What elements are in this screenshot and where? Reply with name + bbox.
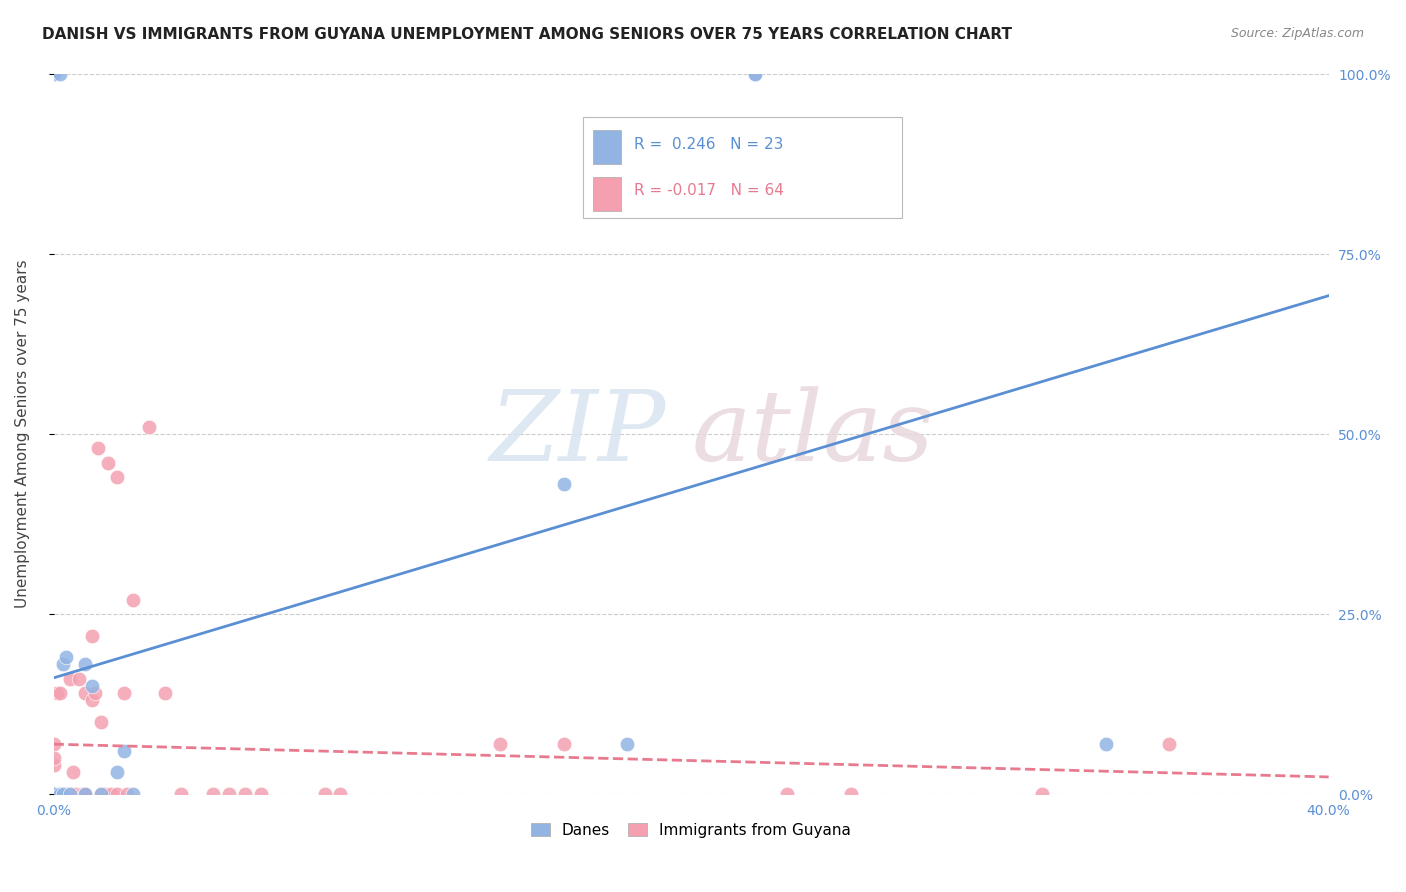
Point bbox=[97, 456, 120, 470]
Bar bbox=[593, 130, 621, 164]
Point bbox=[75, 787, 97, 801]
Point bbox=[112, 686, 135, 700]
Point bbox=[42, 737, 65, 751]
Point bbox=[58, 787, 80, 801]
Point bbox=[249, 787, 271, 801]
Point bbox=[49, 787, 72, 801]
Point bbox=[42, 751, 65, 765]
Point bbox=[42, 787, 65, 801]
Point bbox=[153, 686, 176, 700]
Point bbox=[65, 787, 87, 801]
Point bbox=[84, 686, 107, 700]
Point bbox=[72, 787, 94, 801]
Point bbox=[52, 787, 75, 801]
Point bbox=[112, 744, 135, 758]
Point bbox=[55, 650, 77, 665]
Point bbox=[744, 67, 766, 81]
Point bbox=[122, 787, 145, 801]
Point bbox=[776, 787, 799, 801]
Point bbox=[45, 787, 67, 801]
Point bbox=[90, 714, 112, 729]
Point bbox=[122, 592, 145, 607]
Point bbox=[115, 787, 138, 801]
Bar bbox=[593, 178, 621, 211]
Point bbox=[42, 787, 65, 801]
Point bbox=[75, 787, 97, 801]
Point bbox=[52, 787, 75, 801]
Point bbox=[42, 787, 65, 801]
Point bbox=[1159, 737, 1181, 751]
Point bbox=[58, 672, 80, 686]
Text: ZIP: ZIP bbox=[489, 386, 665, 482]
Point bbox=[42, 758, 65, 772]
Point bbox=[42, 787, 65, 801]
Point bbox=[105, 470, 128, 484]
Point bbox=[52, 787, 75, 801]
Point bbox=[45, 686, 67, 700]
Point bbox=[105, 787, 128, 801]
Point bbox=[42, 787, 65, 801]
Point bbox=[105, 765, 128, 780]
Point bbox=[42, 787, 65, 801]
Point bbox=[42, 787, 65, 801]
Point bbox=[49, 686, 72, 700]
Point bbox=[58, 787, 80, 801]
Point bbox=[42, 787, 65, 801]
Text: DANISH VS IMMIGRANTS FROM GUYANA UNEMPLOYMENT AMONG SENIORS OVER 75 YEARS CORREL: DANISH VS IMMIGRANTS FROM GUYANA UNEMPLO… bbox=[42, 27, 1012, 42]
Point bbox=[42, 787, 65, 801]
Point bbox=[616, 737, 638, 751]
Point bbox=[90, 787, 112, 801]
Point bbox=[49, 67, 72, 81]
Point bbox=[201, 787, 224, 801]
Point bbox=[489, 737, 512, 751]
Point bbox=[49, 787, 72, 801]
Point bbox=[42, 787, 65, 801]
Point bbox=[42, 787, 65, 801]
Point bbox=[170, 787, 193, 801]
Point bbox=[55, 787, 77, 801]
Point bbox=[42, 67, 65, 81]
Text: R =  0.246   N = 23: R = 0.246 N = 23 bbox=[634, 137, 783, 152]
Text: R = -0.017   N = 64: R = -0.017 N = 64 bbox=[634, 183, 783, 198]
Point bbox=[80, 629, 103, 643]
Point bbox=[1094, 737, 1116, 751]
Point bbox=[52, 657, 75, 672]
Point bbox=[67, 672, 90, 686]
Point bbox=[744, 67, 766, 81]
Point bbox=[42, 787, 65, 801]
Point bbox=[218, 787, 240, 801]
Point bbox=[42, 787, 65, 801]
Point bbox=[42, 787, 65, 801]
FancyBboxPatch shape bbox=[582, 117, 901, 218]
Point bbox=[553, 477, 575, 491]
Point bbox=[138, 419, 160, 434]
Y-axis label: Unemployment Among Seniors over 75 years: Unemployment Among Seniors over 75 years bbox=[15, 260, 30, 608]
Point bbox=[80, 679, 103, 693]
Point bbox=[233, 787, 256, 801]
Point bbox=[839, 787, 862, 801]
Point bbox=[62, 765, 84, 780]
Point bbox=[1031, 787, 1053, 801]
Text: atlas: atlas bbox=[692, 386, 934, 482]
Point bbox=[75, 787, 97, 801]
Legend: Danes, Immigrants from Guyana: Danes, Immigrants from Guyana bbox=[526, 817, 858, 844]
Point bbox=[42, 787, 65, 801]
Point bbox=[42, 787, 65, 801]
Point bbox=[90, 787, 112, 801]
Point bbox=[80, 693, 103, 707]
Point bbox=[45, 787, 67, 801]
Point bbox=[314, 787, 336, 801]
Point bbox=[93, 787, 115, 801]
Point bbox=[100, 787, 122, 801]
Point bbox=[75, 657, 97, 672]
Text: Source: ZipAtlas.com: Source: ZipAtlas.com bbox=[1230, 27, 1364, 40]
Point bbox=[42, 787, 65, 801]
Point bbox=[42, 787, 65, 801]
Point bbox=[87, 442, 110, 456]
Point bbox=[329, 787, 352, 801]
Point bbox=[553, 737, 575, 751]
Point bbox=[49, 787, 72, 801]
Point bbox=[75, 686, 97, 700]
